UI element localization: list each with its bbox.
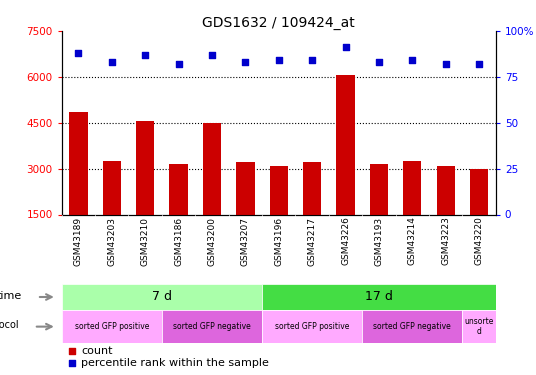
Bar	[162, 310, 262, 343]
Bar	[136, 121, 154, 214]
Point	[68, 360, 77, 366]
Text: GSM43226: GSM43226	[341, 217, 350, 266]
Text: GSM43193: GSM43193	[375, 217, 383, 266]
Text: sorted GFP negative: sorted GFP negative	[173, 322, 251, 331]
Text: GSM43189: GSM43189	[74, 217, 83, 266]
Point	[174, 61, 183, 67]
Point	[274, 57, 283, 63]
Bar	[262, 310, 362, 343]
Point	[68, 348, 77, 354]
Bar	[436, 165, 455, 214]
Text: GSM43223: GSM43223	[441, 217, 450, 266]
Text: sorted GFP positive: sorted GFP positive	[75, 322, 149, 331]
Text: GSM43210: GSM43210	[140, 217, 150, 266]
Bar	[403, 161, 421, 214]
Bar	[463, 310, 496, 343]
Text: GSM43200: GSM43200	[207, 217, 217, 266]
Point	[107, 59, 116, 65]
Bar	[236, 162, 255, 214]
Text: protocol: protocol	[0, 320, 18, 330]
Point	[308, 57, 316, 63]
Text: GSM43217: GSM43217	[308, 217, 317, 266]
Text: GSM43207: GSM43207	[241, 217, 250, 266]
Point	[442, 61, 450, 67]
Text: GSM43203: GSM43203	[107, 217, 116, 266]
Text: time: time	[0, 291, 21, 301]
Text: GSM43196: GSM43196	[274, 217, 283, 266]
Bar	[169, 164, 188, 214]
Bar	[303, 162, 321, 214]
Text: GSM43220: GSM43220	[474, 217, 483, 266]
Text: sorted GFP positive: sorted GFP positive	[275, 322, 349, 331]
Text: sorted GFP negative: sorted GFP negative	[374, 322, 451, 331]
Bar	[69, 112, 87, 214]
Point	[375, 59, 383, 65]
Point	[341, 44, 350, 50]
Point	[475, 61, 483, 67]
Point	[241, 59, 250, 65]
Bar	[270, 165, 288, 214]
Bar	[336, 75, 355, 214]
Bar	[62, 310, 162, 343]
Title: GDS1632 / 109424_at: GDS1632 / 109424_at	[203, 16, 355, 30]
Point	[408, 57, 416, 63]
Text: count: count	[81, 346, 113, 356]
Text: 17 d: 17 d	[365, 291, 393, 303]
Bar	[102, 161, 121, 214]
Text: 7 d: 7 d	[152, 291, 172, 303]
Bar	[470, 169, 488, 214]
Text: unsorte
d: unsorte d	[464, 317, 494, 336]
Text: GSM43186: GSM43186	[174, 217, 183, 266]
Bar	[62, 284, 262, 310]
Bar	[362, 310, 463, 343]
Bar	[262, 284, 496, 310]
Point	[207, 52, 216, 58]
Bar	[203, 123, 221, 214]
Text: GSM43214: GSM43214	[408, 217, 417, 266]
Point	[141, 52, 150, 58]
Bar	[370, 164, 388, 214]
Point	[74, 50, 83, 56]
Text: percentile rank within the sample: percentile rank within the sample	[81, 358, 269, 368]
